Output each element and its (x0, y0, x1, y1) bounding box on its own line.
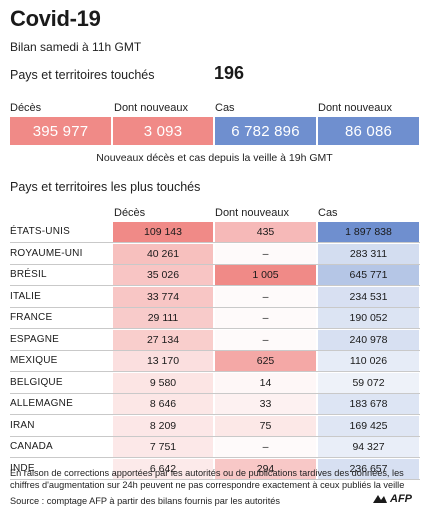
cell-new: – (215, 243, 316, 264)
row-separator (10, 328, 420, 329)
summary-new-cases-label: Dont nouveaux (318, 102, 392, 114)
chart-subtitle: Bilan samedi à 11h GMT (10, 40, 142, 54)
column-header-new-deaths: Dont nouveaux (215, 207, 289, 219)
afp-logo: AFP (372, 493, 412, 505)
cell-deaths: 27 134 (113, 329, 213, 350)
source-note: Source : comptage AFP à partir des bilan… (10, 496, 280, 506)
footnote: En raison de corrections apportées par l… (10, 468, 405, 490)
row-country-label: MEXIQUE (10, 355, 58, 366)
cell-cases: 240 978 (318, 329, 419, 350)
summary-new-deaths-label: Dont nouveaux (114, 102, 188, 114)
row-separator (10, 306, 420, 308)
row-country-label: INDE (10, 462, 35, 474)
row-country-label: BRÉSIL (10, 269, 47, 280)
cell-new: 14 (215, 372, 316, 393)
cell-deaths: 35 026 (113, 265, 213, 285)
chart-title: Covid-19 (10, 6, 101, 31)
row-country-label: IRAN (10, 419, 35, 431)
table-title: Pays et territoires les plus touchés (10, 180, 201, 194)
cell-deaths: 33 774 (113, 286, 213, 307)
row-country-label: ALLEMAGNE (10, 398, 73, 409)
cell-cases: 1 897 838 (318, 222, 419, 242)
column-header-cases: Cas (318, 207, 338, 219)
cell-new: 1 005 (215, 265, 316, 285)
column-header-deaths: Décès (114, 207, 146, 219)
row-country-label: ROYAUME-UNI (10, 247, 83, 259)
row-country-label: ITALIE (10, 290, 42, 302)
cell-new: 33 (215, 394, 316, 414)
row-separator (10, 285, 420, 286)
cell-new: – (215, 286, 316, 307)
cell-cases: 645 771 (318, 265, 419, 285)
row-separator (10, 371, 420, 372)
cell-new: – (215, 329, 316, 350)
cell-new: 625 (215, 351, 316, 371)
summary-deaths-label: Décès (10, 102, 42, 114)
row-separator (10, 263, 420, 265)
summary-new-cases-value: 86 086 (318, 117, 419, 145)
row-separator (10, 349, 420, 351)
cell-new: 435 (215, 222, 316, 242)
row-separator (10, 457, 420, 458)
row-country-label: ESPAGNE (10, 333, 60, 345)
afp-logo-text: AFP (390, 493, 412, 505)
afp-logo-icon (373, 495, 387, 503)
countries-affected-value: 196 (214, 63, 245, 83)
summary-cases-value: 6 782 896 (215, 117, 316, 145)
cell-deaths: 13 170 (113, 351, 213, 371)
row-separator (10, 435, 420, 437)
cell-cases: 94 327 (318, 437, 419, 457)
summary-deaths-value: 395 977 (10, 117, 111, 145)
summary-new-deaths-value: 3 093 (113, 117, 213, 145)
cell-new: 294 (215, 458, 316, 479)
summary-cases-label: Cas (215, 102, 235, 114)
row-separator (10, 242, 420, 243)
row-separator (10, 478, 420, 480)
row-country-label: FRANCE (10, 312, 53, 323)
cell-deaths: 7 751 (113, 437, 213, 457)
cell-cases: 234 531 (318, 286, 419, 307)
cell-deaths: 9 580 (113, 372, 213, 393)
row-separator (10, 392, 420, 394)
cell-cases: 236 657 (318, 458, 419, 479)
cell-cases: 110 026 (318, 351, 419, 371)
cell-new: – (215, 308, 316, 328)
cell-new: 75 (215, 415, 316, 436)
countries-affected-label: Pays et territoires touchés (10, 68, 155, 82)
row-country-label: CANADA (10, 441, 53, 452)
row-country-label: BELGIQUE (10, 376, 63, 388)
cell-deaths: 8 646 (113, 394, 213, 414)
row-separator (10, 414, 420, 415)
summary-note: Nouveaux décès et cas depuis la veille à… (96, 152, 333, 164)
cell-deaths: 40 261 (113, 243, 213, 264)
cell-cases: 59 072 (318, 372, 419, 393)
cell-cases: 283 311 (318, 243, 419, 264)
row-country-label: ÉTATS-UNIS (10, 226, 70, 237)
cell-cases: 169 425 (318, 415, 419, 436)
cell-deaths: 8 209 (113, 415, 213, 436)
cell-deaths: 6 642 (113, 458, 213, 479)
cell-deaths: 29 111 (113, 308, 213, 328)
cell-new: – (215, 437, 316, 457)
cell-cases: 183 678 (318, 394, 419, 414)
cell-cases: 190 052 (318, 308, 419, 328)
cell-deaths: 109 143 (113, 222, 213, 242)
